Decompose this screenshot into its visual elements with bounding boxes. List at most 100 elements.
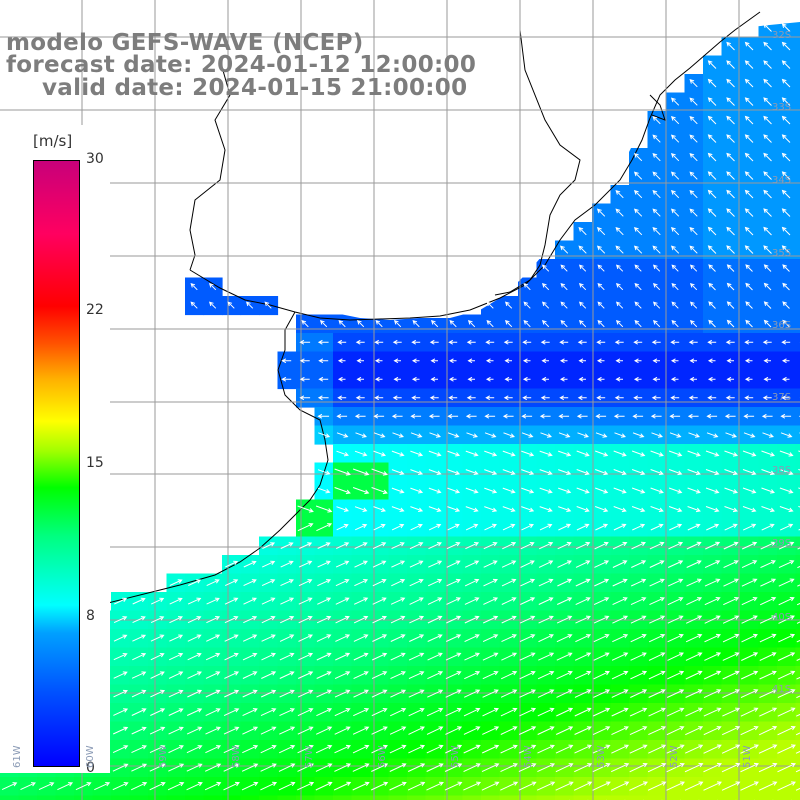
wind-speed-cell: [795, 166, 800, 186]
wind-arrow: [670, 339, 680, 345]
wind-arrow: [186, 781, 203, 791]
wind-arrow: [629, 744, 648, 754]
wind-speed-cell: [333, 795, 353, 800]
wind-speed-cell: [277, 795, 297, 800]
wind-arrow: [781, 208, 791, 217]
wind-arrow: [649, 560, 665, 568]
wind-arrow: [485, 395, 495, 401]
wind-arrow: [578, 245, 587, 254]
wind-arrow: [500, 726, 518, 735]
wind-arrow: [447, 523, 460, 531]
wind-speed-cell: [37, 795, 57, 800]
wind-arrow: [557, 578, 573, 587]
wind-arrow: [501, 597, 517, 605]
wind-arrow: [390, 597, 406, 605]
wind-arrow: [430, 319, 439, 328]
wind-arrow: [410, 413, 422, 419]
wind-speed-cell: [185, 795, 205, 800]
wind-arrow: [689, 152, 698, 162]
wind-arrow: [778, 615, 795, 624]
wind-arrow: [242, 745, 259, 754]
wind-arrow: [633, 339, 643, 345]
lat-label: 39S: [772, 538, 792, 549]
wind-arrow: [560, 264, 568, 272]
wind-arrow: [427, 652, 443, 661]
wind-arrow: [391, 450, 405, 457]
wind-arrow: [652, 319, 661, 328]
wind-arrow: [741, 541, 758, 550]
wind-arrow: [705, 541, 721, 550]
wind-arrow: [502, 487, 516, 494]
wind-speed-cell: [629, 795, 649, 800]
wind-arrow: [169, 616, 183, 624]
wind-arrow: [558, 432, 571, 438]
wind-arrow: [722, 615, 740, 624]
wind-arrow: [521, 432, 534, 438]
wind-arrow: [762, 432, 774, 438]
wind-arrow: [186, 763, 203, 772]
wind-arrow: [670, 208, 680, 217]
wind-arrow: [597, 301, 605, 309]
wind-arrow: [707, 226, 717, 236]
wind-arrow: [795, 750, 800, 754]
wind-arrow: [352, 468, 370, 476]
wind-arrow: [242, 671, 258, 679]
wind-arrow: [465, 413, 477, 419]
wind-arrow: [411, 376, 420, 382]
wind-arrow: [556, 634, 573, 643]
wind-arrow: [725, 339, 735, 345]
wind-arrow: [336, 523, 349, 531]
wind-arrow: [726, 171, 735, 180]
wind-arrow: [685, 670, 703, 680]
wind-arrow: [558, 523, 572, 531]
wind-arrow: [667, 652, 684, 661]
wind-arrow: [684, 781, 704, 791]
wind-arrow: [650, 506, 664, 513]
wind-arrow: [541, 301, 550, 309]
wind-arrow: [723, 597, 740, 606]
wind-arrow: [744, 171, 754, 180]
wind-arrow: [631, 506, 646, 513]
wind-arrow: [556, 707, 574, 717]
wind-arrow: [745, 264, 753, 272]
wind-speed-cell: [795, 518, 800, 538]
wind-arrow: [612, 541, 628, 550]
wind-arrow: [335, 597, 350, 605]
wind-arrow: [336, 432, 349, 438]
wind-arrow: [555, 763, 574, 773]
wind-speed-cell: [795, 629, 800, 649]
wind-arrow: [391, 413, 403, 419]
wind-arrow: [447, 487, 461, 494]
wind-arrow: [593, 597, 610, 606]
wind-arrow: [613, 469, 627, 476]
wind-arrow: [521, 487, 535, 494]
wind-arrow: [205, 689, 221, 698]
wind-arrow: [651, 432, 663, 438]
wind-arrow: [669, 523, 683, 531]
wind-arrow: [411, 358, 420, 364]
wind-arrow: [556, 615, 573, 624]
wind-arrow: [633, 358, 642, 364]
wind-arrow: [224, 652, 239, 661]
wind-arrow: [781, 171, 791, 180]
wind-arrow: [353, 615, 369, 624]
wind-arrow: [667, 560, 684, 568]
wind-arrow: [574, 726, 592, 735]
wind-speed-cell: [499, 795, 519, 800]
wind-arrow: [375, 319, 383, 328]
wind-speed-cell: [240, 795, 260, 800]
wind-arrow: [482, 726, 500, 735]
wind-arrow: [261, 616, 276, 624]
wind-speed-cell: [795, 37, 800, 57]
wind-arrow: [429, 339, 439, 345]
wind-arrow: [744, 115, 754, 125]
wind-arrow: [519, 652, 536, 661]
wind-arrow: [356, 319, 365, 328]
wind-arrow: [578, 226, 587, 236]
wind-arrow: [409, 597, 424, 605]
wind-arrow: [445, 634, 462, 642]
wind-arrow: [186, 708, 203, 716]
wind-arrow: [650, 523, 664, 531]
wind-arrow: [206, 579, 220, 587]
wind-arrow: [705, 506, 720, 513]
